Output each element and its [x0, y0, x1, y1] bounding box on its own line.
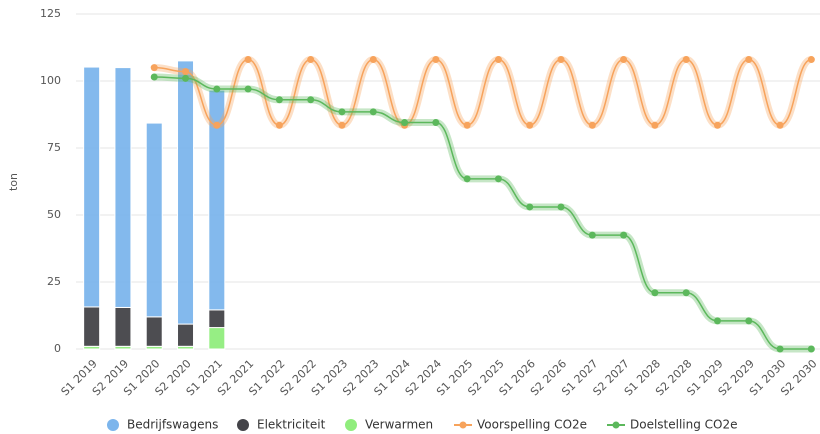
line: [154, 76, 812, 350]
y-tick-label: 125: [40, 7, 61, 20]
line-point: [307, 96, 315, 104]
line-point: [807, 56, 815, 64]
line-point: [620, 56, 628, 64]
legend-marker: [612, 421, 620, 429]
line-point: [494, 56, 502, 64]
line-point: [588, 121, 596, 129]
line-point: [526, 121, 534, 129]
line-point: [526, 203, 534, 211]
bar-segment: [177, 60, 195, 325]
line-point: [776, 345, 784, 353]
line-point: [369, 56, 377, 64]
legend-marker: [107, 419, 119, 431]
line-point: [275, 96, 283, 104]
line-point: [463, 121, 471, 129]
legend-label: Verwarmen: [365, 418, 433, 432]
line-point: [432, 119, 440, 127]
line-point: [213, 85, 221, 93]
y-axis-label: ton: [7, 173, 20, 191]
bar-segment: [145, 122, 163, 318]
line-point: [682, 56, 690, 64]
line-point: [150, 73, 158, 81]
line-point: [651, 289, 659, 297]
line-point: [807, 345, 815, 353]
line-point: [557, 56, 565, 64]
legend-marker: [237, 419, 249, 431]
line-point: [682, 289, 690, 297]
bar-segment: [145, 316, 163, 347]
bar-segment: [208, 327, 226, 350]
y-tick-label: 50: [47, 208, 61, 221]
line-point: [713, 121, 721, 129]
line-point: [588, 231, 596, 239]
legend-label: Elektriciteit: [257, 418, 326, 432]
bar-segment: [83, 306, 101, 347]
legend-label: Bedrijfswagens: [127, 418, 218, 432]
line-point: [745, 56, 753, 64]
y-tick-label: 75: [47, 141, 61, 154]
bar-segment: [114, 67, 132, 308]
line-point: [338, 108, 346, 116]
line-point: [463, 175, 471, 183]
line-point: [620, 231, 628, 239]
line-point: [213, 121, 221, 129]
line-point: [369, 108, 377, 116]
line-point: [182, 68, 190, 76]
line-point: [494, 175, 502, 183]
line-point: [776, 121, 784, 129]
line-point: [182, 74, 190, 82]
legend-marker: [345, 419, 357, 431]
legend-marker: [459, 421, 467, 429]
line-point: [651, 121, 659, 129]
line-point: [557, 203, 565, 211]
line-point: [745, 317, 753, 325]
y-tick-label: 100: [40, 74, 61, 87]
line-point: [150, 64, 158, 72]
line-point: [244, 56, 252, 64]
line-point: [713, 317, 721, 325]
bar-segment: [177, 323, 195, 347]
line-point: [244, 85, 252, 93]
line-point: [401, 119, 409, 127]
line-point: [432, 56, 440, 64]
bar-segment: [114, 306, 132, 347]
bar-segment: [83, 66, 101, 308]
line-point: [275, 121, 283, 129]
bar-segment: [208, 309, 226, 329]
line-point: [307, 56, 315, 64]
line-point: [338, 121, 346, 129]
legend-label: Voorspelling CO2e: [477, 418, 587, 432]
y-tick-label: 25: [47, 275, 61, 288]
legend-label: Doelstelling CO2e: [630, 418, 738, 432]
line: [154, 58, 812, 126]
y-tick-label: 0: [54, 342, 61, 355]
